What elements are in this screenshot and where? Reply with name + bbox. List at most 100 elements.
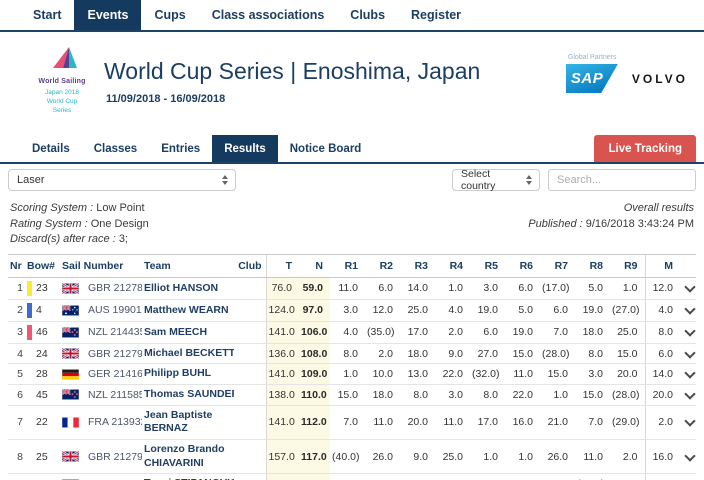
live-tracking-button[interactable]: Live Tracking [594,135,696,162]
flag-ger-icon [60,363,87,386]
select-stepper-icon [222,175,228,185]
tab-details[interactable]: Details [32,142,70,155]
tab-results[interactable]: Results [212,135,278,162]
cell-race-r3: 14.0 [400,277,436,300]
nav-item-cups[interactable]: Cups [154,8,186,22]
cell-net: 106.0 [299,321,331,344]
cell-sail-number: NZL 211585 [86,384,143,406]
world-sailing-logo: World Sailing Japan 2018 World Cup Serie… [30,46,94,115]
tab-notice-board[interactable]: Notice Board [289,142,362,155]
scoring-info: Scoring System : Low Point Rating System… [10,202,149,246]
cell-medal [25,363,34,386]
cell-club [234,321,267,344]
cell-race-r5: 9.0 [470,473,506,480]
published-label: Published [528,217,577,230]
chevron-down-icon[interactable] [683,415,696,428]
event-date-range: 11/09/2018 - 16/09/2018 [106,93,226,105]
cell-race-r4: 9.0 [435,343,471,365]
top-navigation: Start Events Cups Class associations Clubs Re… [0,0,704,32]
cell-rank: 4 [8,343,25,365]
volvo-logo: VOLVO [631,71,688,86]
country-select[interactable]: Select country [452,168,540,192]
cell-race-r8: 5.0 [575,277,611,300]
cell-race-r7: (28.0) [540,343,576,365]
cell-race-r9: (28.0) [610,384,646,406]
cell-race-r5: 17.0 [470,405,506,441]
chevron-down-icon[interactable] [683,367,696,379]
flag-gbr-icon [60,343,87,365]
cell-race-r6: 4.0 [505,473,541,480]
cell-sail-number: GBR 212789 [86,277,143,300]
cell-race-r4: 2.0 [435,321,471,344]
cell-race-r6: 1.0 [505,439,541,475]
column-header-t: T [265,253,300,278]
cell-race-r6: 15.0 [505,343,541,365]
search-input[interactable] [548,169,696,191]
chevron-down-icon[interactable] [683,388,696,400]
cell-rank: 7 [8,405,25,441]
cell-medal-race: 4.0 [644,299,681,322]
cell-team: Michael BECKETT [142,343,235,365]
medal-bar-icon [27,302,32,318]
cell-race-r7: 15.0 [540,363,576,386]
flag-nzl-icon [60,321,87,344]
chevron-down-icon[interactable] [683,346,696,359]
cell-total: 136.0 [265,343,300,365]
flag-fra-icon [60,405,87,441]
cell-race-r6: 19.0 [505,321,541,344]
sap-logo: SAP [565,64,618,93]
cell-race-r8: 11.0 [575,439,611,475]
nav-item-clubs[interactable]: Clubs [350,8,386,22]
chevron-down-icon[interactable] [683,450,696,462]
cell-medal [25,321,34,344]
cell-race-r1: 3.0 [330,299,366,322]
cell-net: 110.0 [299,384,331,406]
cell-medal [25,405,34,441]
cell-race-r8: 8.0 [575,343,611,365]
nav-item-start[interactable]: Start [33,8,62,22]
column-header-expand [680,253,697,278]
cell-club [234,473,267,480]
cell-net: 97.0 [299,299,331,322]
cell-total: 76.0 [265,277,300,300]
cell-race-r2: 15.0 [365,473,401,480]
overall-results-label: Overall results [623,202,694,214]
cell-total: 172.0 [265,473,300,480]
cell-race-r2: 6.0 [365,277,401,300]
cell-race-r8: 3.0 [575,363,611,386]
column-header-r2: R2 [365,253,401,278]
column-header-r3: R3 [400,253,436,278]
cell-race-r3: 13.0 [400,363,436,386]
tab-entries[interactable]: Entries [161,142,201,155]
cell-total: 141.0 [265,321,300,344]
cell-medal [25,439,34,475]
cell-race-r7: 6.0 [540,299,576,322]
cell-race-r6: 16.0 [505,405,541,441]
table-row: 424 GBR 212791Michael BECKETT136.0108.08… [8,343,697,365]
cell-expand [680,405,697,441]
cell-total: 138.0 [265,384,300,406]
nav-item-events[interactable]: Events [74,0,142,30]
cell-bow: 25 [34,439,61,475]
chevron-down-icon[interactable] [683,303,696,315]
nav-item-class-associations[interactable]: Class associations [211,8,325,22]
cell-race-r1: 11.0 [330,277,366,300]
table-row: 3 46 NZL 214435 Sam MEECH 141.0 106.0 4.0 (35.… [8,321,697,344]
cell-sail-number: GER 214169 [86,363,143,386]
chevron-down-icon[interactable] [683,281,696,293]
nav-item-register[interactable]: Register [411,8,462,22]
cell-race-r1: (40.0) [330,439,366,475]
chevron-down-icon[interactable] [683,325,696,337]
cell-race-r8: 18.0 [575,321,611,344]
cell-medal-race: 8.0 [644,321,681,344]
tab-classes[interactable]: Classes [93,142,138,155]
event-tab-bar: Details Classes Entries Results Notice Board… [0,135,704,164]
cell-net: 108.0 [299,343,331,365]
cell-sail-number: CRO 212013 [86,473,143,480]
flag-cro-icon [60,473,87,480]
rating-system-value: One Design [90,217,149,230]
class-select[interactable]: Laser [8,169,236,191]
country-select-value: Select country [461,168,496,192]
cell-race-r1: 8.0 [330,343,366,365]
